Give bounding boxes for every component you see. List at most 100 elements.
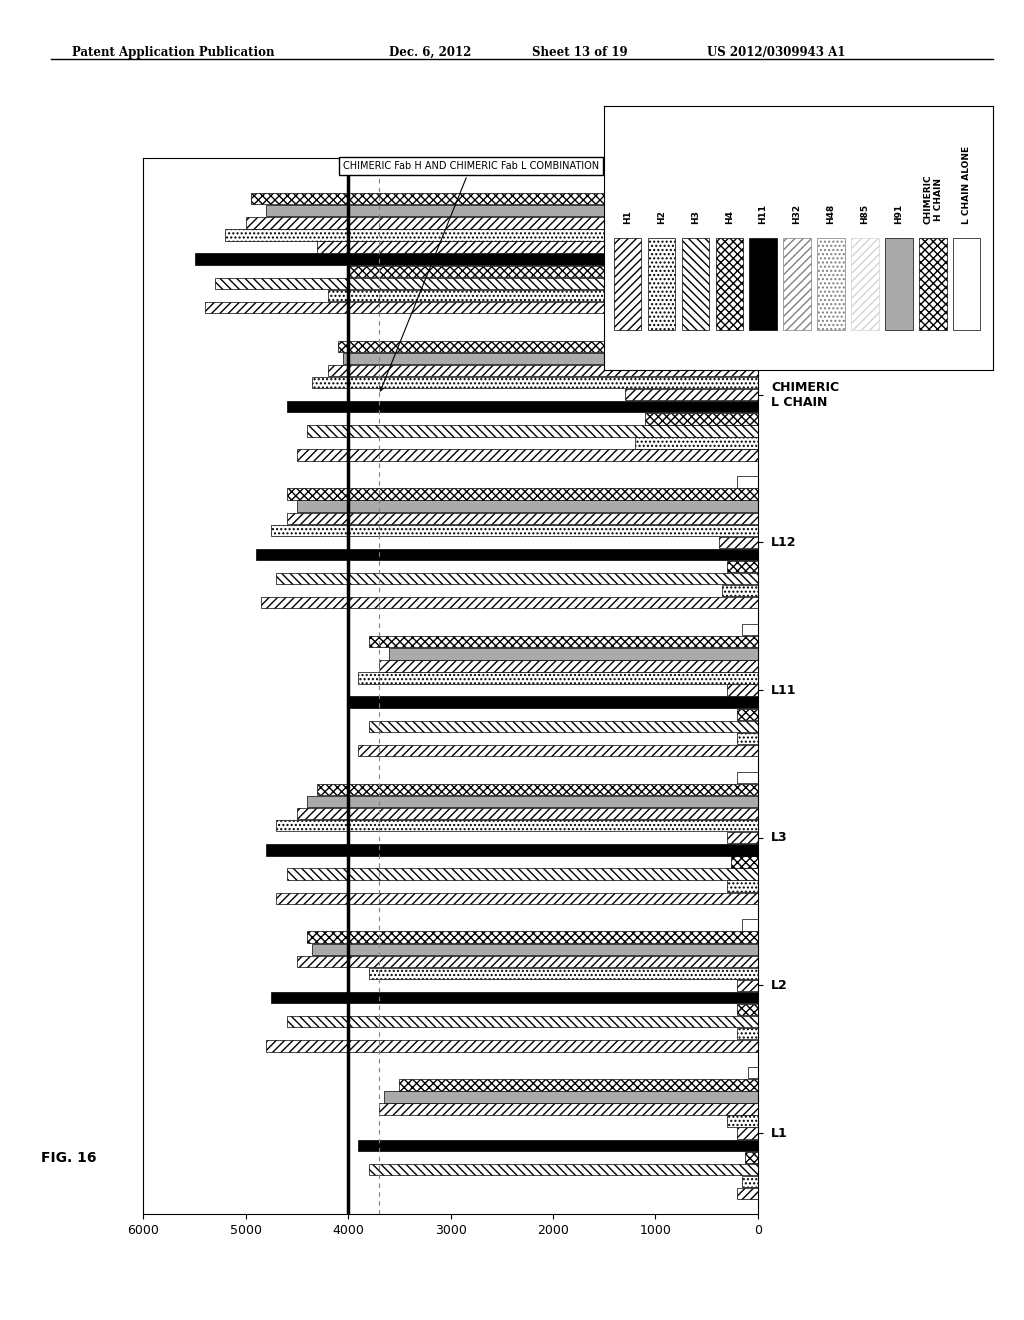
Bar [276,892,758,904]
FancyBboxPatch shape [817,238,845,330]
Bar [271,524,758,536]
Bar [727,561,758,573]
Bar [727,832,758,843]
Bar [737,181,758,193]
Text: H2: H2 [656,210,666,224]
Bar [369,1164,758,1175]
Bar [348,697,758,708]
Bar [369,721,758,733]
Bar [225,230,758,240]
Bar [246,218,758,228]
Bar [742,1176,758,1187]
Text: Dec. 6, 2012: Dec. 6, 2012 [389,46,471,59]
Text: FIG. 16: FIG. 16 [41,1151,96,1164]
Bar [737,329,758,341]
Bar [742,624,758,635]
Bar [369,968,758,979]
Bar [287,869,758,879]
Bar [266,845,758,855]
Bar [731,857,758,867]
Bar [287,488,758,500]
Text: CHIMERIC
H CHAIN: CHIMERIC H CHAIN [924,174,943,224]
FancyBboxPatch shape [920,238,946,330]
Bar [338,341,758,352]
Text: H1: H1 [623,210,632,224]
FancyBboxPatch shape [682,238,709,330]
Bar [215,277,758,289]
Bar [287,401,758,412]
Bar [737,477,758,487]
Bar [287,512,758,524]
Bar [737,979,758,991]
FancyBboxPatch shape [716,238,742,330]
Bar [307,932,758,942]
Bar [297,956,758,968]
Text: H3: H3 [690,210,699,224]
Bar [195,253,758,265]
FancyBboxPatch shape [750,238,777,330]
Bar [719,537,758,548]
Bar [384,1092,758,1102]
Bar [256,549,758,560]
Bar [722,585,758,597]
Bar [745,1151,758,1163]
Bar [251,193,758,205]
Bar [737,1127,758,1139]
Text: H32: H32 [793,205,802,224]
Bar [328,289,758,301]
FancyBboxPatch shape [851,238,879,330]
Bar [328,364,758,376]
Bar [261,597,758,609]
Bar [379,660,758,672]
Bar [358,672,758,684]
Bar [358,1139,758,1151]
Bar [737,1005,758,1015]
FancyBboxPatch shape [613,238,641,330]
Text: H11: H11 [759,205,768,224]
FancyBboxPatch shape [953,238,980,330]
Bar [297,500,758,512]
Text: L CHAIN ALONE: L CHAIN ALONE [963,147,972,224]
Bar [317,784,758,795]
Bar [287,1016,758,1027]
Bar [389,648,758,660]
Bar [312,378,758,388]
Bar [297,449,758,461]
Bar [358,744,758,756]
Bar [307,796,758,808]
FancyBboxPatch shape [783,238,811,330]
Bar [343,352,758,364]
Text: H48: H48 [826,205,836,224]
Bar [312,944,758,954]
Bar [635,437,758,449]
Text: US 2012/0309943 A1: US 2012/0309943 A1 [707,46,845,59]
Bar [266,1040,758,1052]
Bar [399,1080,758,1090]
Text: CHIMERIC Fab H AND CHIMERIC Fab L COMBINATION: CHIMERIC Fab H AND CHIMERIC Fab L COMBIN… [343,161,599,391]
Bar [369,636,758,647]
Bar [727,880,758,892]
Bar [271,991,758,1003]
Bar [727,684,758,696]
Text: Patent Application Publication: Patent Application Publication [72,46,274,59]
Bar [737,772,758,783]
Bar [737,733,758,744]
FancyBboxPatch shape [647,238,675,330]
Bar [379,1104,758,1114]
Text: H85: H85 [860,205,869,224]
Bar [307,425,758,437]
Bar [625,389,758,400]
Text: H91: H91 [894,205,903,224]
Bar [727,1115,758,1127]
FancyBboxPatch shape [886,238,912,330]
Text: Sheet 13 of 19: Sheet 13 of 19 [532,46,628,59]
Bar [317,242,758,252]
Bar [748,1067,758,1078]
Bar [737,1028,758,1039]
Bar [205,302,758,313]
Bar [348,265,758,277]
Bar [266,205,758,216]
Text: H4: H4 [725,210,733,224]
Bar [276,573,758,585]
Bar [742,919,758,931]
